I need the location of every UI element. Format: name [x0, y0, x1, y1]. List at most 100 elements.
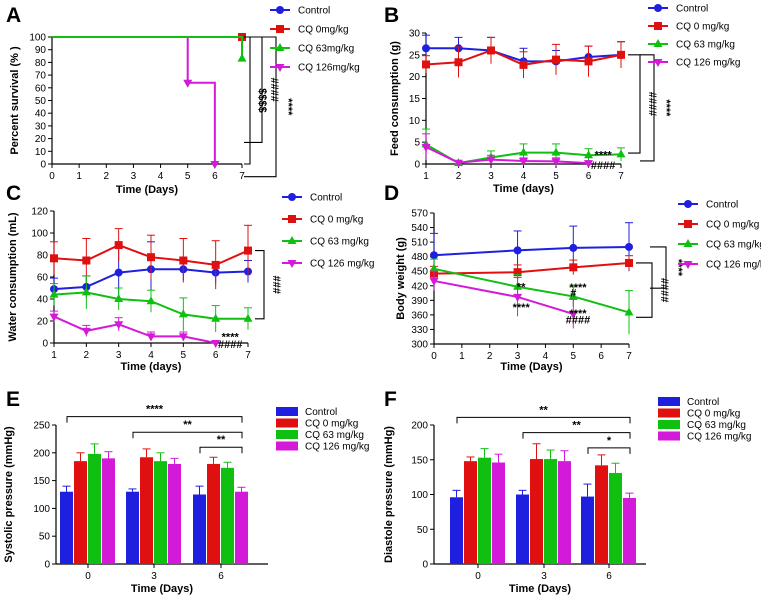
x-tick-label: 0 — [85, 571, 91, 582]
legend-label: Control — [706, 200, 738, 211]
legend-swatch — [658, 408, 680, 418]
x-tick-label: 3 — [515, 351, 521, 362]
bar — [609, 472, 622, 564]
legend-label: CQ 63mg/kg — [298, 44, 354, 55]
x-tick-label: 4 — [148, 350, 154, 361]
data-point — [211, 313, 221, 322]
data-point — [584, 57, 593, 66]
significance-bracket-label: #### — [658, 278, 670, 302]
legend-marker — [653, 59, 663, 67]
data-point — [616, 149, 626, 158]
data-point — [568, 291, 578, 300]
panel-label-c: C — [6, 182, 21, 205]
bar — [544, 459, 557, 564]
legend-label: CQ 0 mg/kg — [687, 409, 740, 420]
x-tick-label: 5 — [181, 350, 187, 361]
significance-bracket-label: **** — [282, 98, 294, 116]
chart-systolic-pressure: 0 50 100 150 200 250 Time (Days) Systolic press… — [3, 404, 369, 595]
series-line-1 — [433, 261, 630, 275]
significance-bracket — [244, 36, 277, 178]
data-point — [81, 327, 91, 336]
legend-label: CQ 63 mg/kg — [305, 430, 364, 441]
y-tick-label: 25 — [409, 50, 421, 61]
significance-label: ** — [572, 420, 581, 432]
data-point — [49, 313, 59, 322]
data-point — [486, 156, 496, 165]
y-axis-label: Systolic pressure (mmHg) — [3, 426, 15, 563]
y-tick-label: 200 — [33, 448, 50, 459]
legend-label: Control — [305, 407, 337, 418]
significance-bracket — [244, 36, 251, 165]
bar — [516, 494, 529, 564]
legend-marker — [275, 64, 285, 72]
data-point — [569, 263, 578, 272]
y-tick-label: 100 — [411, 490, 428, 501]
x-axis-label: Time (Days) — [116, 184, 178, 196]
legend-marker — [276, 25, 284, 33]
significance-label: # — [570, 288, 576, 300]
significance-label: ** — [539, 404, 548, 416]
legend-label: Control — [676, 4, 708, 15]
y-tick-label: 120 — [31, 207, 48, 218]
legend-label: CQ 0 mg/kg — [706, 220, 759, 231]
y-tick-label: 10 — [35, 147, 47, 158]
x-tick-label: 7 — [626, 351, 632, 362]
y-tick-label: 0 — [42, 339, 48, 350]
data-point — [584, 150, 593, 159]
data-point — [179, 256, 188, 265]
significance-label: **** — [513, 302, 531, 314]
y-tick-label: 50 — [39, 532, 51, 543]
legend-marker — [654, 4, 662, 12]
data-point — [552, 55, 560, 64]
x-tick-label: 2 — [104, 171, 110, 182]
series-line-2 — [52, 36, 243, 59]
y-tick-label: 15 — [409, 94, 421, 105]
series-line-3 — [53, 315, 216, 344]
y-tick-label: 330 — [411, 325, 428, 336]
bar — [140, 457, 153, 564]
y-tick-label: 150 — [411, 455, 428, 466]
y-tick-label: 100 — [29, 33, 46, 44]
y-tick-label: 390 — [411, 296, 428, 307]
significance-bracket — [199, 446, 243, 454]
x-axis-label: Time (Days) — [509, 583, 571, 595]
chart-feed-consumption: 0 5 10 15 20 25 30 1 2 3 4 5 6 7 Time (days) Feed consu… — [389, 4, 740, 196]
significance-bracket — [587, 447, 631, 454]
significance-label: ** — [183, 419, 192, 431]
x-tick-label: 3 — [541, 571, 547, 582]
significance-bracket — [522, 432, 631, 439]
y-tick-label: 80 — [35, 58, 47, 69]
y-tick-label: 200 — [411, 421, 428, 432]
y-tick-label: 540 — [411, 223, 428, 234]
significance-label: **** — [569, 282, 587, 294]
data-point — [551, 147, 561, 156]
data-point — [624, 307, 634, 316]
bar — [530, 459, 543, 564]
data-point — [210, 161, 220, 169]
data-point — [49, 289, 59, 298]
data-point — [211, 260, 220, 269]
y-tick-label: 90 — [35, 45, 47, 56]
y-tick-label: 20 — [409, 72, 421, 83]
x-tick-label: 1 — [459, 351, 465, 362]
data-point — [513, 246, 522, 255]
y-tick-label: 0 — [44, 560, 50, 571]
legend-marker — [683, 239, 693, 247]
significance-bracket-label: **** — [660, 99, 672, 117]
y-tick-label: 20 — [35, 134, 47, 145]
data-point — [625, 258, 633, 267]
significance-bracket — [640, 54, 655, 162]
y-tick-label: 60 — [35, 83, 47, 94]
y-tick-label: 0 — [414, 160, 420, 171]
legend-swatch — [276, 418, 298, 428]
x-tick-label: 1 — [423, 171, 429, 182]
y-tick-label: 570 — [411, 209, 428, 220]
bar — [74, 461, 87, 564]
data-point — [421, 143, 431, 152]
significance-label: **** — [146, 404, 164, 416]
panel-label-b: B — [384, 4, 399, 27]
legend-label: CQ 126 mg/kg — [706, 260, 761, 271]
chart-water-consumption: 0 20 40 60 80 100 120 1 2 3 4 5 6 7 Time (days) Water c… — [7, 193, 374, 374]
legend-label: CQ 126 mg/kg — [676, 58, 740, 69]
